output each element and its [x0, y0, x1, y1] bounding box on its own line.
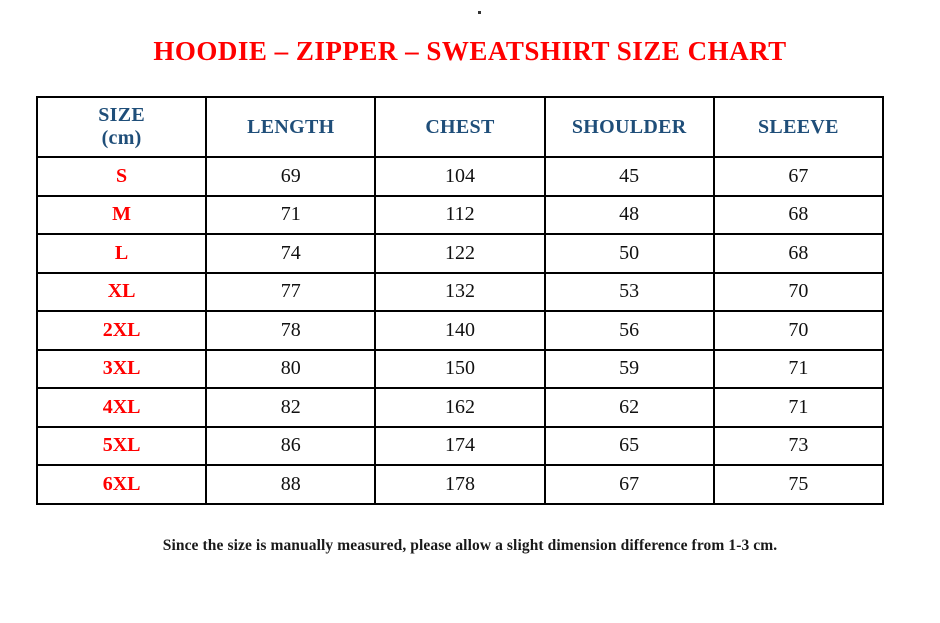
size-cell: XL [35, 271, 208, 312]
value-cell: 68 [712, 194, 885, 235]
value-cell: 71 [205, 194, 377, 235]
value-cell: 74 [205, 233, 377, 274]
header-sleeve: SLEEVE [712, 96, 885, 158]
value-cell: 67 [712, 156, 885, 197]
value-cell: 75 [712, 464, 885, 505]
value-cell: 86 [205, 425, 377, 466]
value-cell: 53 [543, 271, 715, 312]
value-cell: 178 [374, 464, 546, 505]
table-row: 2XL 78 140 56 70 [35, 310, 885, 351]
table-header: SIZE (cm) LENGTH CHEST SHOULDER SLEEVE [35, 96, 885, 158]
header-shoulder: SHOULDER [543, 96, 715, 158]
table-row: 6XL 88 178 67 75 [35, 464, 885, 505]
value-cell: 112 [374, 194, 546, 235]
value-cell: 56 [543, 310, 715, 351]
size-cell: 5XL [35, 425, 208, 466]
page-title: HOODIE – ZIPPER – SWEATSHIRT SIZE CHART [153, 36, 787, 66]
size-table-body: S 69 104 45 67 M 71 112 48 68 L 74 122 50 68 XL 77 132 53 7… [35, 156, 885, 505]
size-cell: L [35, 233, 208, 274]
value-cell: 104 [374, 156, 546, 197]
value-cell: 150 [374, 348, 546, 389]
table-row: 5XL 86 174 65 73 [35, 425, 885, 466]
measurement-note: Since the size is manually measured, ple… [162, 537, 778, 554]
value-cell: 68 [712, 233, 885, 274]
table-row: L 74 122 50 68 [35, 233, 885, 274]
size-cell: M [35, 194, 208, 235]
value-cell: 59 [543, 348, 715, 389]
size-cell: 2XL [35, 310, 208, 351]
table-row: XL 77 132 53 70 [35, 271, 885, 312]
value-cell: 122 [374, 233, 546, 274]
value-cell: 71 [712, 348, 885, 389]
value-cell: 80 [205, 348, 377, 389]
size-cell: 4XL [35, 387, 208, 428]
size-cell: 3XL [35, 348, 208, 389]
header-length: LENGTH [205, 96, 377, 158]
header-size-label: SIZE [98, 104, 145, 126]
size-cell: S [35, 156, 208, 197]
table-row: 3XL 80 150 59 71 [35, 348, 885, 389]
size-cell: 6XL [35, 464, 208, 505]
size-chart-container: SIZE (cm) LENGTH CHEST SHOULDER SLEEVE S… [35, 96, 885, 505]
header-size-unit: (cm) [101, 127, 142, 149]
value-cell: 73 [712, 425, 885, 466]
value-cell: 65 [543, 425, 715, 466]
header-row: SIZE (cm) LENGTH CHEST SHOULDER SLEEVE [35, 96, 885, 158]
value-cell: 132 [374, 271, 546, 312]
value-cell: 88 [205, 464, 377, 505]
table-row: M 71 112 48 68 [35, 194, 885, 235]
value-cell: 69 [205, 156, 377, 197]
value-cell: 67 [543, 464, 715, 505]
value-cell: 62 [543, 387, 715, 428]
value-cell: 140 [374, 310, 546, 351]
table-row: 4XL 82 162 62 71 [35, 387, 885, 428]
table-row: S 69 104 45 67 [35, 156, 885, 197]
value-cell: 48 [543, 194, 715, 235]
value-cell: 77 [205, 271, 377, 312]
value-cell: 162 [374, 387, 546, 428]
header-chest: CHEST [374, 96, 546, 158]
tiny-dot-artifact [478, 11, 481, 14]
value-cell: 50 [543, 233, 715, 274]
value-cell: 82 [205, 387, 377, 428]
value-cell: 174 [374, 425, 546, 466]
size-chart-table: SIZE (cm) LENGTH CHEST SHOULDER SLEEVE S… [35, 96, 885, 505]
value-cell: 70 [712, 310, 885, 351]
value-cell: 70 [712, 271, 885, 312]
value-cell: 71 [712, 387, 885, 428]
value-cell: 78 [205, 310, 377, 351]
header-size-cm: SIZE (cm) [35, 96, 208, 158]
value-cell: 45 [543, 156, 715, 197]
